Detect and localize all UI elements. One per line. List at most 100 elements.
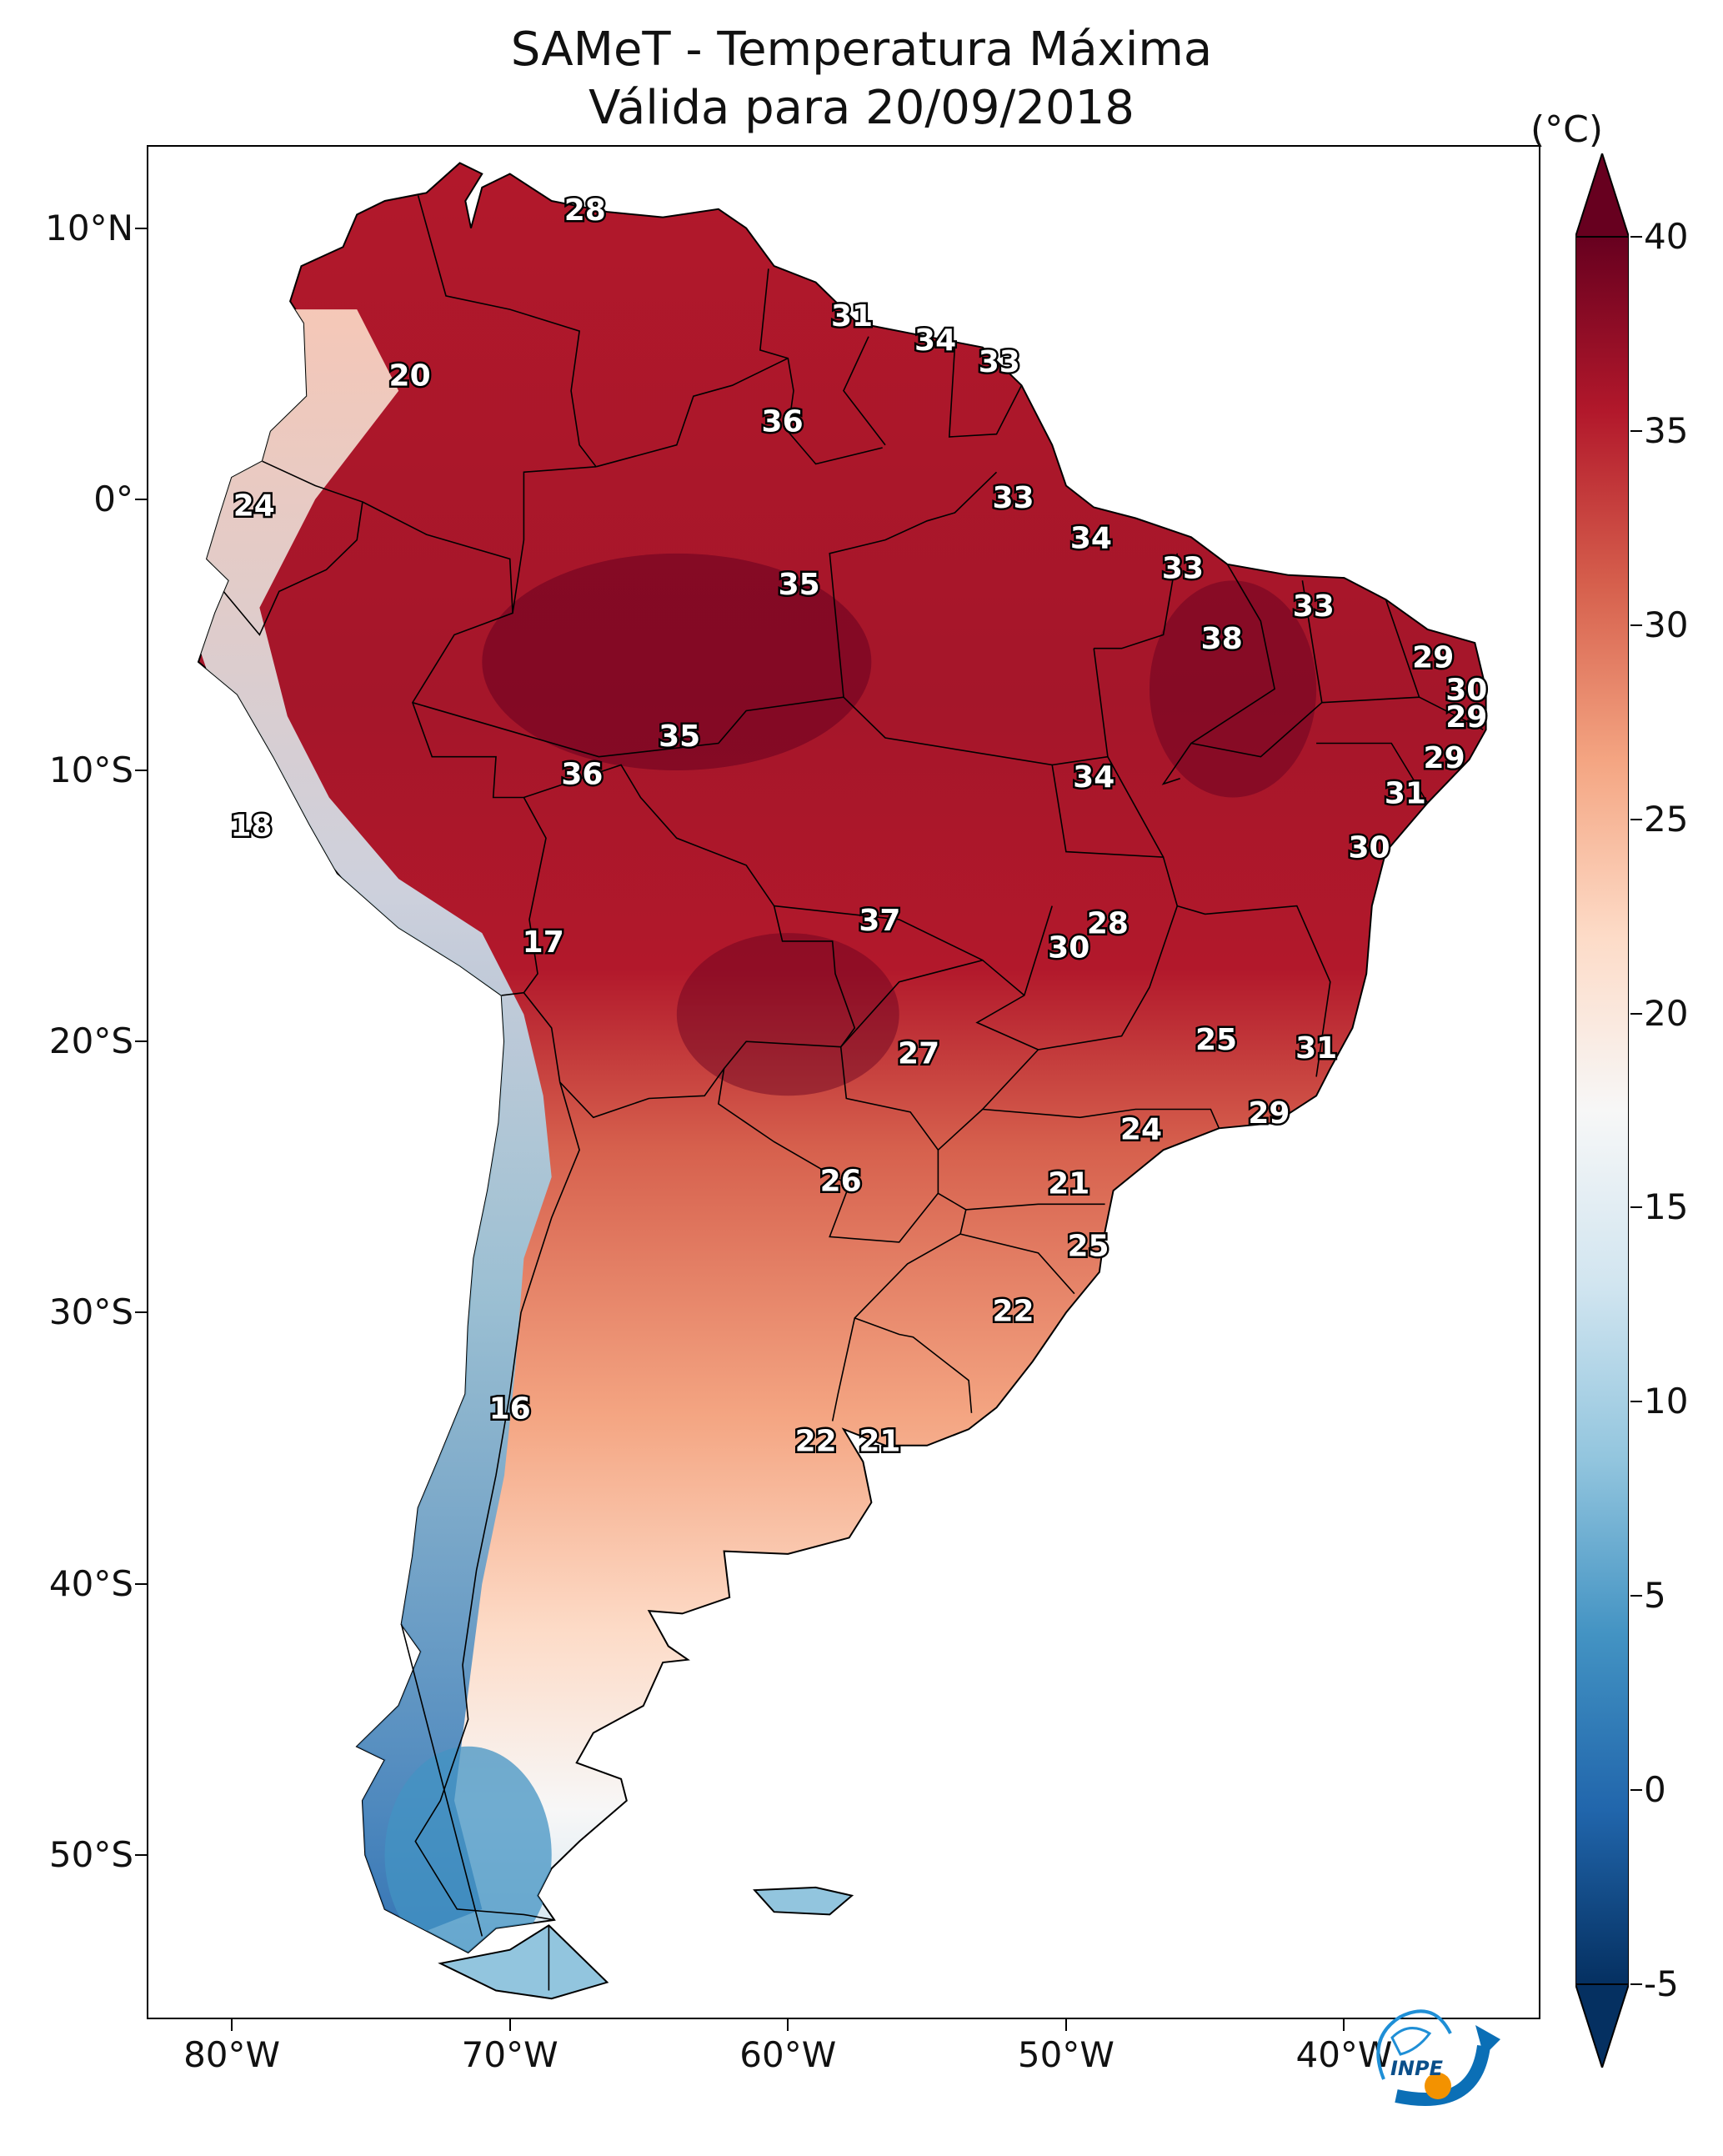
border-line: [501, 797, 547, 996]
border-line: [981, 1049, 1220, 1129]
colorbar-unit: (°C): [1530, 108, 1604, 151]
latitude-tick-mark: [135, 1853, 147, 1856]
contour-label: 37: [859, 904, 900, 938]
contour-label: 31: [831, 299, 873, 333]
contour-label: 35: [659, 720, 700, 754]
latitude-tick-mark: [135, 1311, 147, 1314]
contour-label: 25: [1195, 1023, 1237, 1057]
contour-label: 35: [779, 568, 820, 602]
hot-core-amazon: [482, 553, 872, 770]
colorbar-tick-mark: [1630, 236, 1642, 238]
contour-label: 31: [1295, 1031, 1337, 1065]
colorbar-tick-mark: [1630, 1595, 1642, 1597]
inpe-logo-text: INPE: [1390, 2057, 1444, 2080]
border-line: [829, 471, 998, 698]
border-line: [412, 696, 1179, 906]
contour-label: 33: [979, 345, 1020, 379]
contour-label: 21: [1048, 1167, 1089, 1201]
latitude-tick-label: 10°N: [45, 207, 133, 248]
latitude-tick-label: 30°S: [48, 1291, 133, 1333]
latitude-tick-mark: [135, 498, 147, 500]
andes-cool-band: [198, 309, 552, 1953]
latitude-tick-label: 10°S: [48, 750, 133, 790]
longitude-tick-label: 80°W: [183, 2034, 281, 2075]
colorbar-tick-label: 20: [1644, 992, 1689, 1034]
border-line: [839, 1046, 939, 1194]
colorbar-tick-label: 30: [1644, 604, 1689, 645]
contour-label: 24: [1120, 1113, 1162, 1147]
cool-patagonia: [384, 1746, 552, 1953]
colorbar-tick-mark: [1630, 818, 1642, 820]
latitude-tick-label: 20°S: [48, 1020, 133, 1062]
colorbar-tick-mark: [1630, 1012, 1642, 1015]
border-line: [1316, 742, 1429, 804]
border-line: [948, 347, 1023, 438]
border-line: [774, 905, 984, 961]
border-line: [1177, 905, 1331, 1077]
contour-label: 36: [762, 405, 804, 439]
inpe-logo: INPE: [1376, 2009, 1500, 2106]
border-line: [223, 460, 363, 636]
latitude-tick-mark: [135, 1040, 147, 1043]
contour-label: 29: [1445, 700, 1487, 735]
colorbar-tick-label: 15: [1644, 1186, 1689, 1228]
colorbar-extend-max: [1575, 153, 1629, 238]
map-title: SAMeT - Temperatura Máxima: [510, 23, 1213, 77]
latitude-tick-mark: [135, 1582, 147, 1585]
longitude-tick-mark: [1064, 2019, 1067, 2031]
contour-label: 22: [992, 1294, 1034, 1328]
colorbar-tick-mark: [1630, 1206, 1642, 1209]
border-line: [595, 357, 789, 468]
border-line: [840, 959, 1025, 1048]
map-frame: 28 20 31 34 33 36 24 33 34 33 35 33 38 29 30 29 35 36 34 29…: [147, 145, 1540, 2019]
colorbar-tick-label: -5: [1644, 1963, 1679, 2004]
contour-label: 28: [564, 193, 606, 228]
border-line: [400, 1624, 483, 1937]
contour-label: 29: [1424, 741, 1465, 775]
longitude-tick-mark: [1343, 2019, 1345, 2031]
latitude-tick-label: 0°: [93, 478, 133, 519]
contour-label: 25: [1068, 1229, 1109, 1263]
contour-label: 20: [389, 358, 431, 393]
colorbar-tick-mark: [1630, 1401, 1642, 1403]
border-line: [959, 1233, 1075, 1295]
contour-label: 38: [1201, 622, 1243, 656]
map-subtitle: Válida para 20/09/2018: [589, 81, 1134, 135]
contour-label: 34: [1070, 522, 1112, 556]
contour-label: 34: [914, 323, 956, 358]
border-line: [362, 501, 513, 614]
border-line: [1161, 564, 1275, 785]
colorbar-tick-label: 35: [1644, 409, 1689, 451]
hot-core-northeast: [1149, 580, 1317, 798]
contour-label: 33: [992, 481, 1034, 515]
contour-label: 30: [1445, 674, 1487, 708]
border-line: [965, 1203, 1105, 1211]
longitude-tick-label: 40°W: [1295, 2034, 1393, 2075]
contour-label: 34: [1073, 760, 1114, 795]
hot-core-center-west: [676, 933, 899, 1096]
longitude-tick-label: 70°W: [461, 2034, 558, 2075]
colorbar-tick-mark: [1630, 429, 1642, 432]
contour-label: 30: [1348, 830, 1390, 865]
contour-label: 33: [1162, 551, 1204, 585]
contour-label: 28: [1087, 906, 1129, 940]
border-line: [854, 1317, 973, 1413]
colorbar-tick-label: 25: [1644, 798, 1689, 840]
longitude-tick-mark: [231, 2019, 233, 2031]
colorbar-tick-mark: [1630, 1789, 1642, 1792]
contour-label: 36: [561, 758, 603, 792]
border-line: [1190, 580, 1323, 758]
colorbar-tick-mark: [1630, 1983, 1642, 1985]
colorbar-tick-label: 0: [1644, 1769, 1666, 1811]
longitude-tick-label: 50°W: [1017, 2034, 1114, 2075]
border-line: [759, 268, 883, 465]
border-line: [414, 1081, 580, 1921]
land-temperature-field: [197, 162, 1487, 2000]
contour-label: 30: [1048, 931, 1089, 965]
border-line: [1419, 696, 1484, 730]
latitude-tick-mark: [135, 227, 147, 229]
border-line: [412, 466, 597, 799]
colorbar-extend-min: [1575, 1983, 1629, 2068]
